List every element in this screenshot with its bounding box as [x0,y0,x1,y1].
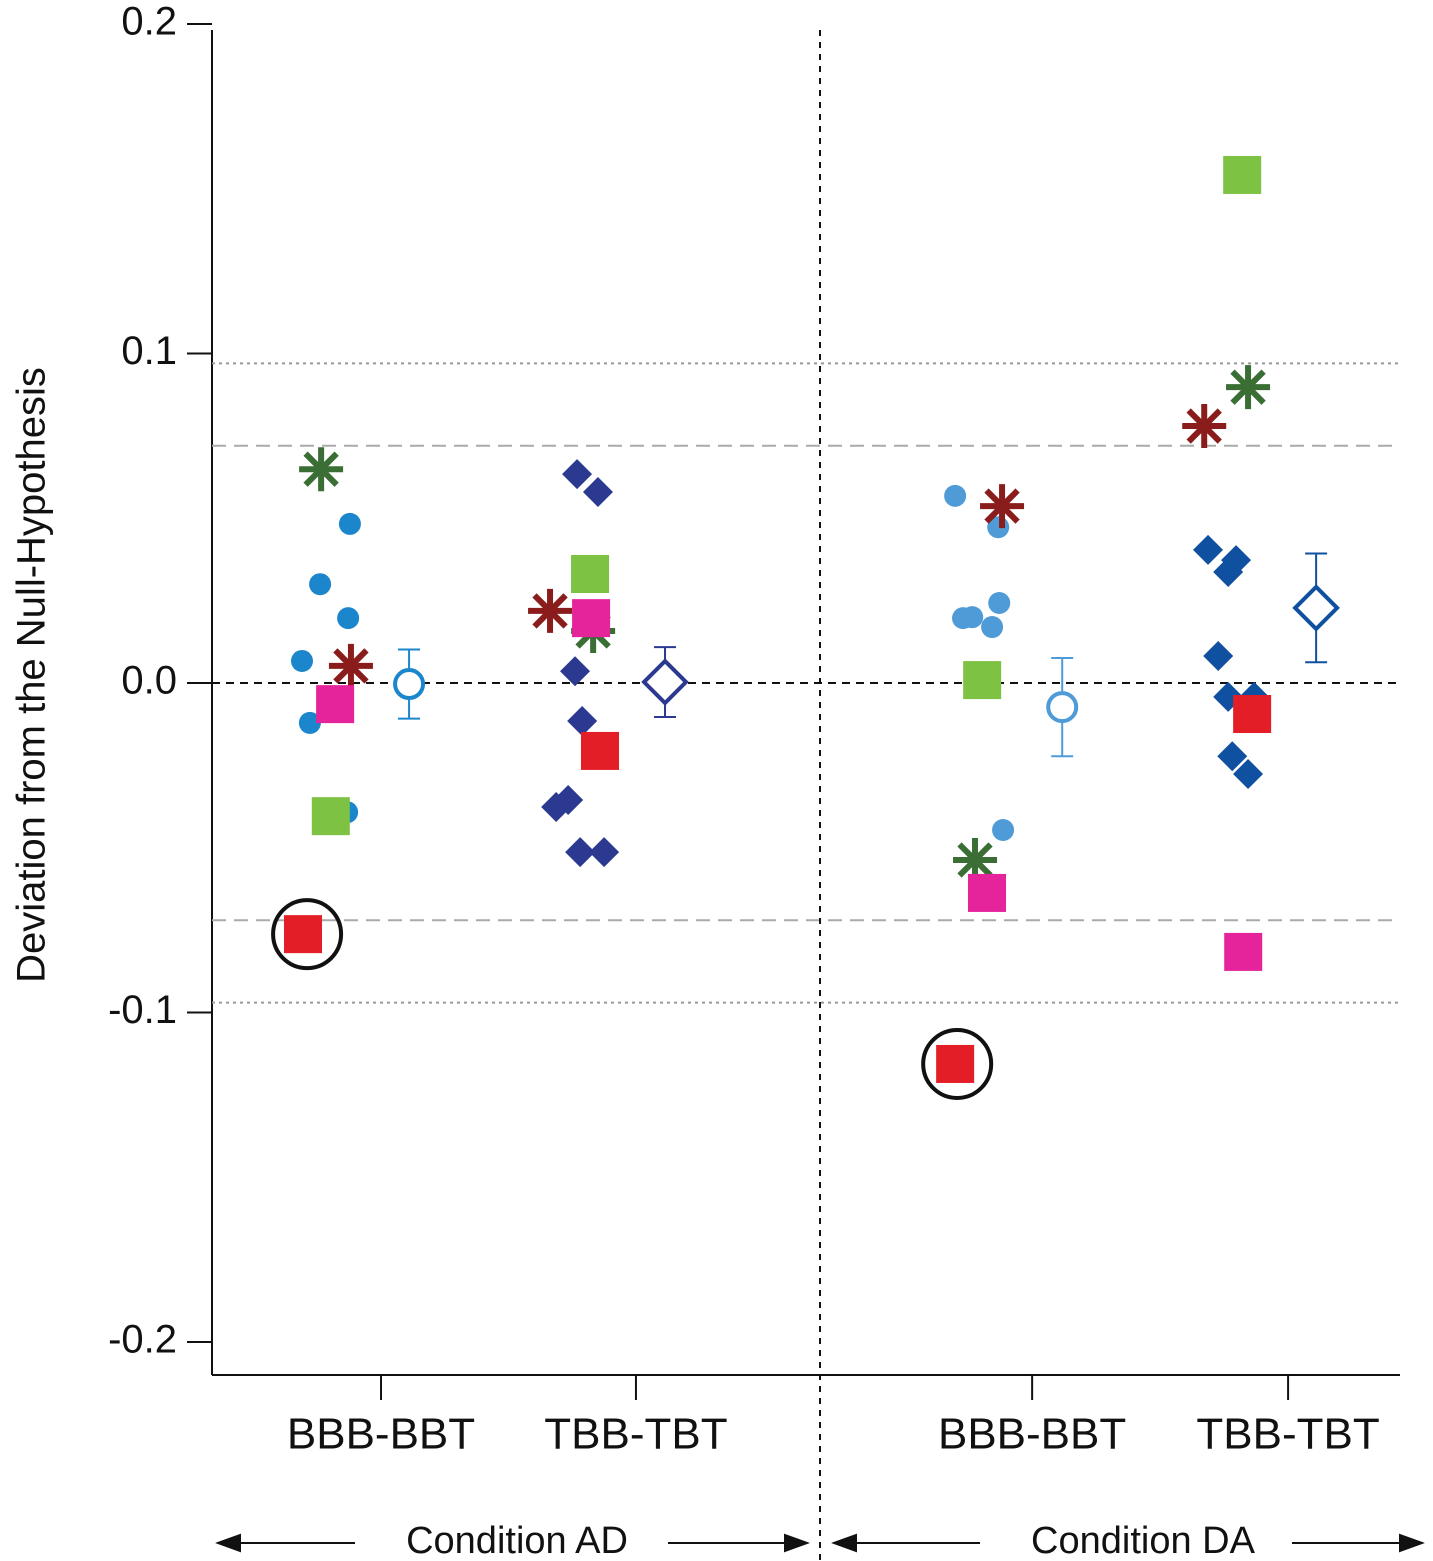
dot [290,649,313,672]
asterisk [980,484,1025,529]
outlier-ring [271,898,344,971]
y-tick-label: 0.2 [121,0,177,44]
y-tick-label: -0.2 [108,1318,177,1362]
diamond [567,705,598,736]
dot [337,607,360,630]
asterisk-arm [303,451,339,487]
condition-label: Condition AD [406,1520,628,1561]
asterisk-arm [1186,408,1222,444]
diamond [553,785,584,816]
dot [338,512,361,535]
mean-circle [393,668,426,701]
diamond [560,656,591,687]
asterisk-arm [984,488,1020,524]
square [1223,155,1262,194]
asterisk [1182,404,1227,449]
dot [981,616,1004,639]
square [1233,695,1272,734]
y-tick-label: 0.0 [121,659,177,703]
y-axis-label: Deviation from the Null-Hypothesis [10,367,54,983]
asterisk-arm [333,648,369,684]
asterisk [328,643,373,688]
outlier-ring [921,1027,994,1100]
x-tick-label: BBB-BBT [287,1410,475,1459]
x-tick-label: TBB-TBT [1196,1410,1379,1459]
diamond [582,476,613,507]
dot [309,573,332,596]
diamond [1213,557,1244,588]
square [1224,932,1263,971]
diamond [562,459,593,490]
square [571,554,610,593]
diamond [565,837,596,868]
x-tick-label: TBB-TBT [544,1410,727,1459]
diamond [1217,741,1248,772]
dot [944,484,967,507]
x-tick-label: BBB-BBT [938,1410,1126,1459]
square [311,797,350,836]
square [316,685,355,724]
diamond [1203,641,1234,672]
dot [961,606,984,629]
mean-diamond [1292,584,1340,632]
condition-arrows [215,1533,1425,1553]
asterisk-arm [957,842,993,878]
square [572,599,611,638]
y-tick-label: -0.1 [108,988,177,1032]
square [284,915,323,954]
mean-circle [1046,691,1079,724]
dot [988,591,1011,614]
square [963,661,1002,700]
mean-diamond [641,658,689,706]
square [968,873,1007,912]
asterisk [528,588,573,633]
asterisk [1226,365,1271,410]
dot [992,819,1015,842]
condition-label: Condition DA [1031,1520,1256,1561]
dot [298,711,321,734]
square [581,731,620,770]
diamond [1193,534,1224,565]
square [936,1044,975,1083]
asterisk-arm [532,593,568,629]
y-tick-label: 0.1 [121,329,177,373]
asterisk [299,447,344,492]
asterisk-arm [1230,369,1266,405]
diamond [1233,758,1264,789]
diamond [589,837,620,868]
